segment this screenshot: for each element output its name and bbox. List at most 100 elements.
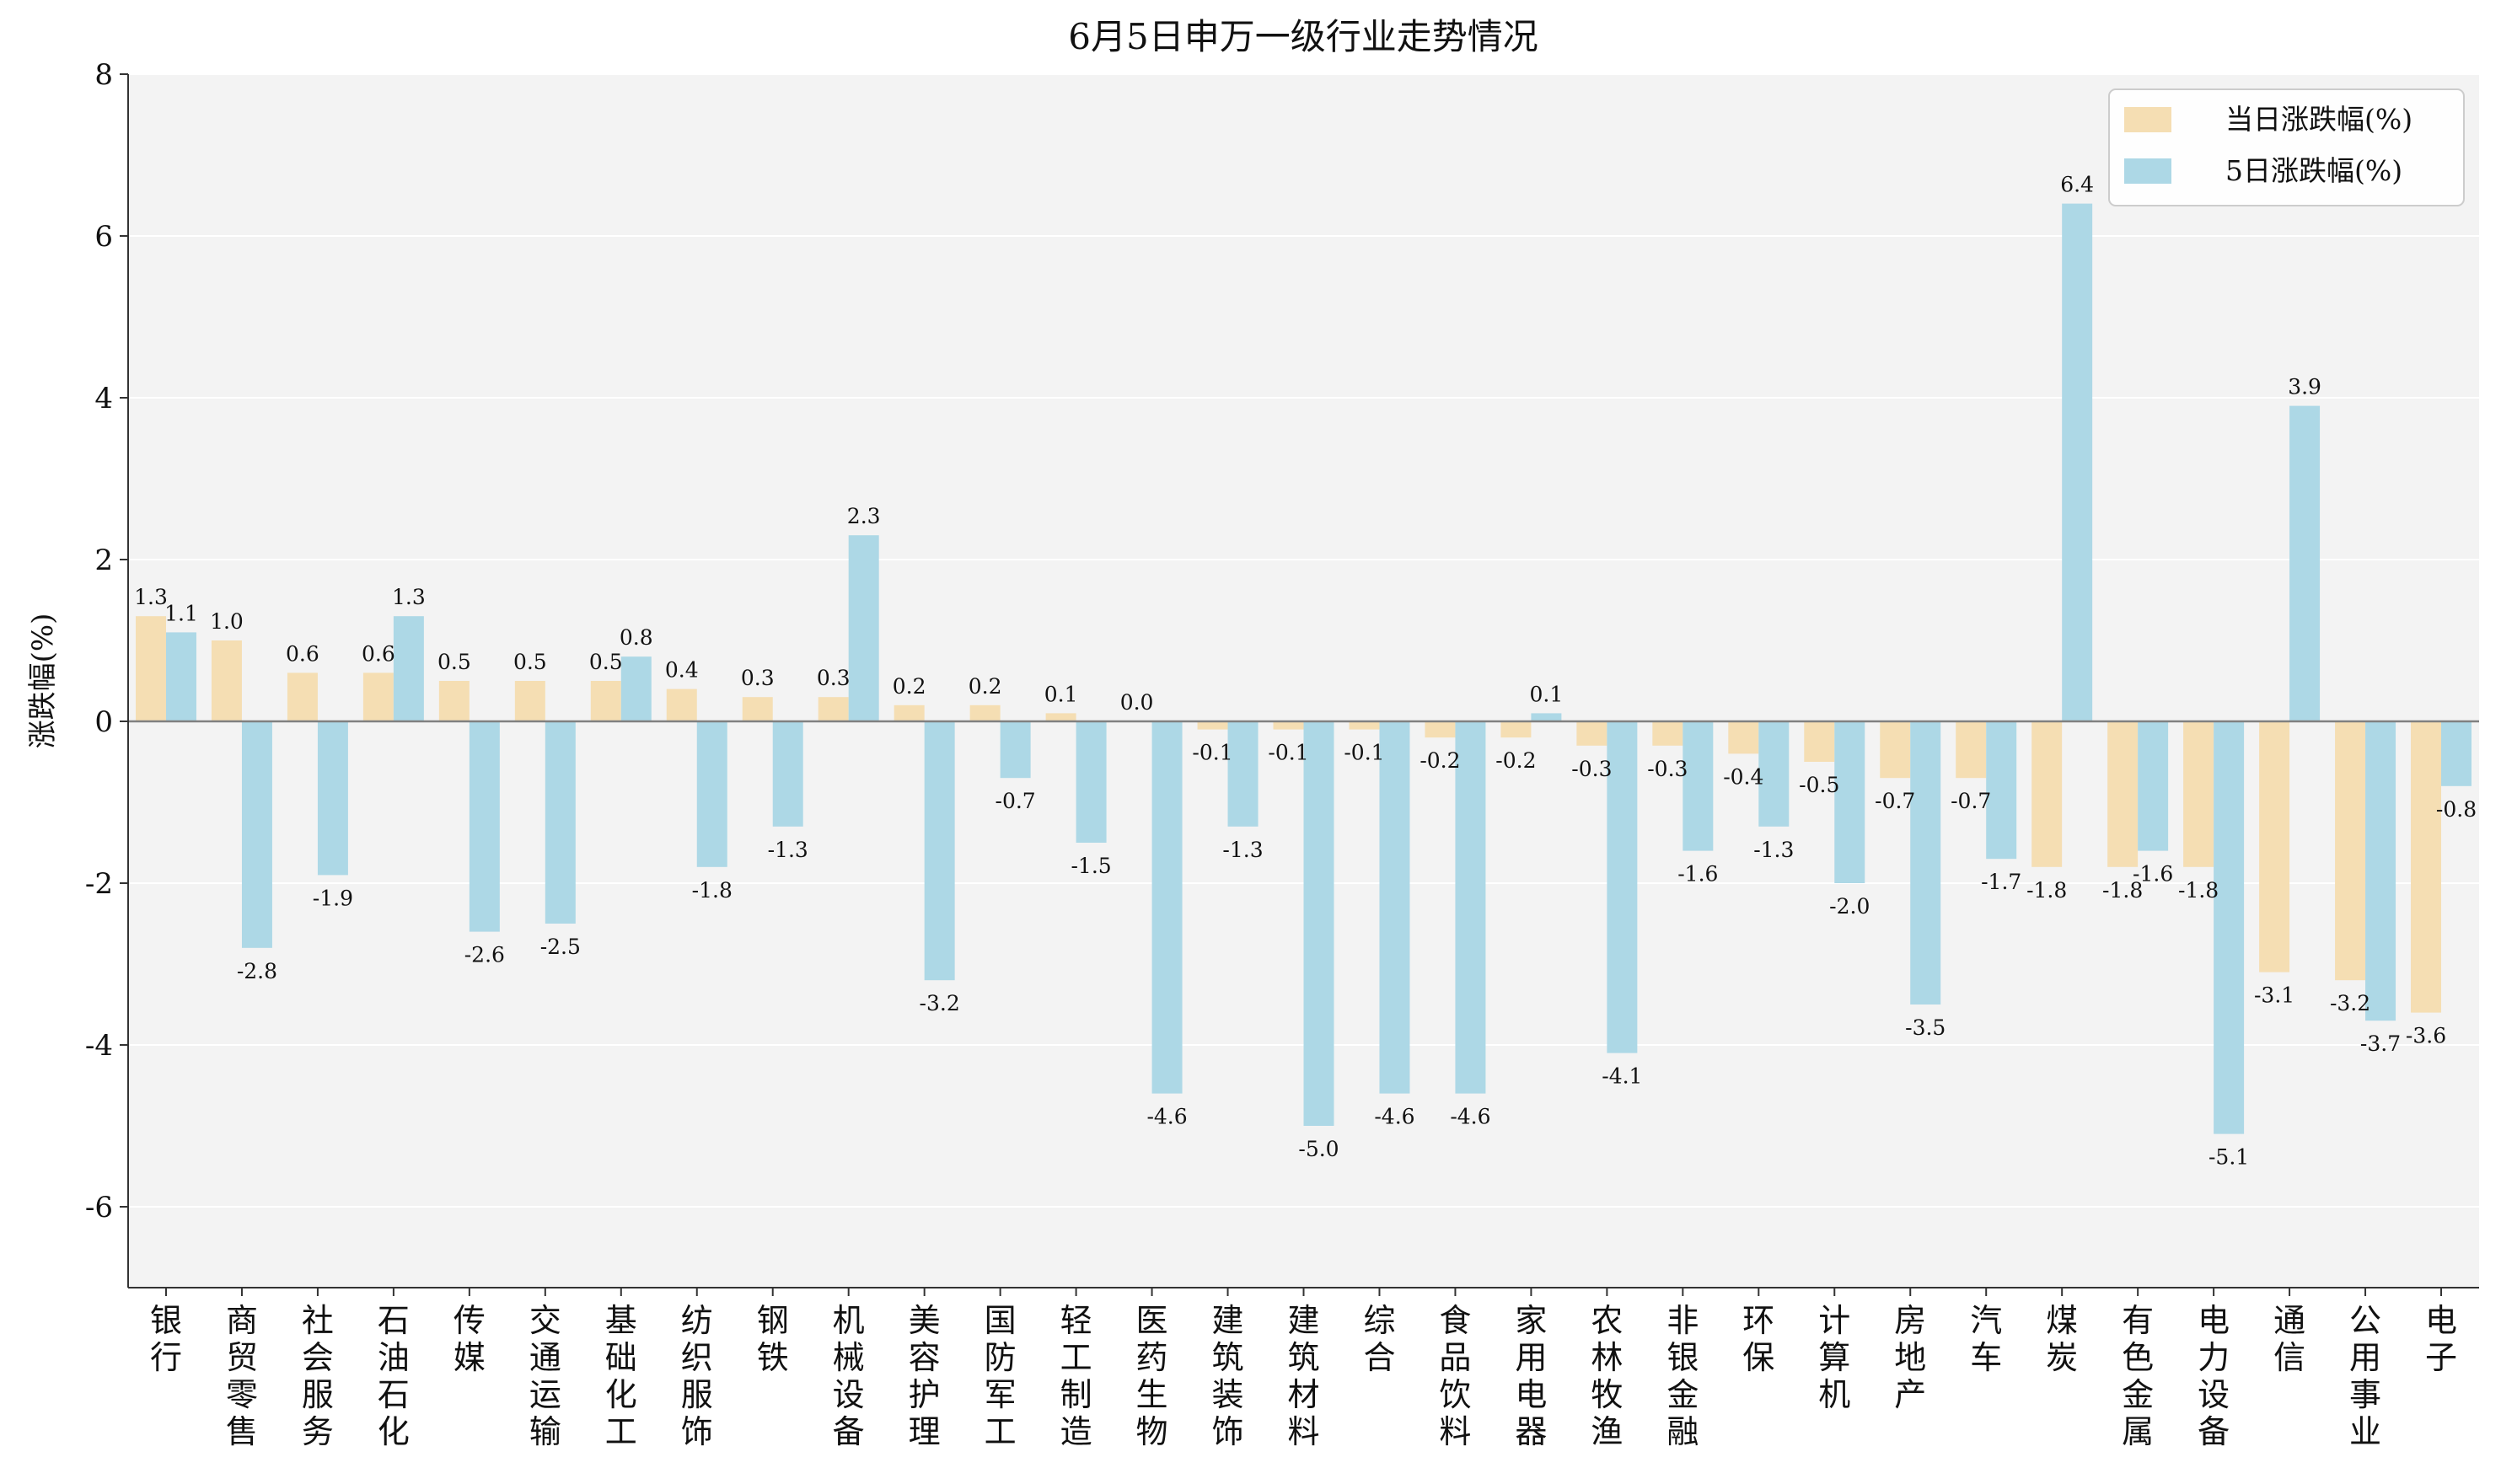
data-label-daily: 0.3 bbox=[817, 666, 851, 690]
data-label-daily: 0.6 bbox=[286, 641, 319, 666]
data-label-daily: -0.7 bbox=[1951, 789, 1991, 813]
bar-5day bbox=[1303, 721, 1334, 1126]
legend-box bbox=[2108, 88, 2465, 206]
x-tick-label: 交通运输 bbox=[529, 1302, 561, 1450]
data-label-5day: -3.7 bbox=[2360, 1031, 2401, 1056]
data-label-5day: -4.6 bbox=[1146, 1105, 1187, 1129]
x-tick-label: 汽车 bbox=[1970, 1302, 2002, 1376]
bar-daily bbox=[1500, 721, 1532, 738]
data-label-daily: -0.3 bbox=[1647, 757, 1688, 781]
data-label-5day: 6.4 bbox=[2060, 173, 2094, 197]
data-label-daily: -0.1 bbox=[1344, 741, 1384, 765]
data-label-daily: 0.6 bbox=[362, 641, 395, 666]
bar-5day bbox=[2289, 405, 2321, 721]
legend-swatch-daily bbox=[2124, 107, 2171, 132]
data-label-daily: -0.7 bbox=[1875, 789, 1915, 813]
bar-5day bbox=[393, 616, 424, 721]
data-label-5day: 0.8 bbox=[620, 625, 653, 650]
bar-daily bbox=[1576, 721, 1607, 746]
x-tick-label: 美容护理 bbox=[909, 1302, 941, 1450]
bar-5day bbox=[1683, 721, 1714, 851]
bar-5day bbox=[469, 721, 500, 932]
bar-5day bbox=[2062, 203, 2093, 722]
bar-5day bbox=[2365, 721, 2396, 1021]
data-label-5day: -2.8 bbox=[237, 959, 277, 983]
bar-daily bbox=[1197, 721, 1228, 730]
data-label-5day: -1.5 bbox=[1071, 854, 1111, 878]
data-label-daily: 0.3 bbox=[741, 666, 775, 690]
bar-daily bbox=[2031, 721, 2063, 867]
x-tick-label: 非银金融 bbox=[1666, 1302, 1699, 1450]
y-tick-label: -6 bbox=[85, 1191, 113, 1224]
data-label-daily: -3.2 bbox=[2330, 991, 2370, 1015]
bar-daily bbox=[742, 697, 773, 721]
x-tick-label: 轻工制造 bbox=[1060, 1302, 1092, 1450]
data-label-5day: -0.8 bbox=[2436, 797, 2477, 822]
bar-5day bbox=[1000, 721, 1031, 779]
data-label-daily: 0.2 bbox=[893, 674, 926, 699]
data-label-5day: -2.5 bbox=[540, 935, 581, 959]
bar-daily bbox=[1349, 721, 1380, 730]
data-label-daily: -0.4 bbox=[1723, 764, 1763, 789]
data-label-5day: -2.6 bbox=[464, 943, 505, 967]
y-tick-label: -2 bbox=[85, 867, 113, 901]
data-label-daily: 0.4 bbox=[665, 658, 699, 683]
data-label-daily: -0.2 bbox=[1495, 748, 1536, 773]
x-tick-label: 钢铁 bbox=[757, 1302, 789, 1376]
data-label-daily: -3.6 bbox=[2406, 1024, 2446, 1048]
data-label-daily: 1.3 bbox=[134, 585, 168, 609]
bar-5day bbox=[1455, 721, 1486, 1094]
data-labels: 1.3 1.0 0.6 0.6 0.5 0.5 0.5 0.4 0.3 0.3 0.2 0.2 0.1 0… bbox=[134, 173, 2477, 1170]
data-label-daily: -0.1 bbox=[1268, 741, 1308, 765]
y-tick-label: 6 bbox=[94, 220, 113, 254]
data-label-5day: 0.1 bbox=[1530, 682, 1564, 706]
bar-5day bbox=[1227, 721, 1259, 827]
y-tick-label: 2 bbox=[94, 544, 113, 577]
bar-daily bbox=[1652, 721, 1683, 746]
data-label-5day: 1.3 bbox=[392, 585, 426, 609]
data-label-5day: -4.6 bbox=[1374, 1105, 1414, 1129]
bar-5day bbox=[2214, 721, 2245, 1134]
bar-5day bbox=[317, 721, 348, 876]
data-label-daily: -3.1 bbox=[2254, 983, 2294, 1008]
bar-5day bbox=[2441, 721, 2472, 786]
bar-daily bbox=[1728, 721, 1759, 754]
data-label-5day: 2.3 bbox=[847, 504, 881, 528]
bar-daily bbox=[287, 672, 318, 721]
data-label-5day: -1.3 bbox=[1753, 838, 1794, 862]
x-tick-label: 食品饮料 bbox=[1439, 1302, 1471, 1450]
x-tick-label: 环保 bbox=[1742, 1302, 1774, 1376]
bar-5day bbox=[1834, 721, 1865, 883]
legend: 当日涨跌幅(%) 5日涨跌幅(%) bbox=[2108, 88, 2465, 206]
bar-daily bbox=[2411, 721, 2442, 1013]
data-label-5day: -2.0 bbox=[1829, 894, 1870, 919]
x-tick-label: 基础化工 bbox=[605, 1302, 637, 1450]
bar-5day bbox=[165, 632, 196, 721]
data-label-daily: -1.8 bbox=[2026, 878, 2067, 903]
bar-daily bbox=[2183, 721, 2214, 867]
x-tick-label: 公用事业 bbox=[2349, 1302, 2381, 1450]
data-label-daily: 0.5 bbox=[589, 650, 623, 674]
data-label-daily: -1.8 bbox=[2178, 878, 2219, 903]
x-tick-label: 计算机 bbox=[1818, 1302, 1850, 1413]
x-tick-label: 家用电器 bbox=[1515, 1302, 1547, 1450]
bar-daily bbox=[1956, 721, 1987, 779]
y-tick-label: 4 bbox=[94, 382, 113, 415]
data-label-daily: -0.3 bbox=[1571, 757, 1612, 781]
bar-5day bbox=[1379, 721, 1410, 1094]
legend-swatch-5day bbox=[2124, 158, 2171, 184]
data-label-5day: -3.5 bbox=[1905, 1015, 1946, 1040]
bar-daily bbox=[135, 616, 166, 721]
y-tick-label: 0 bbox=[94, 705, 113, 739]
bar-daily bbox=[2107, 721, 2139, 867]
data-label-5day: -1.6 bbox=[1677, 862, 1718, 887]
bar-5day bbox=[241, 721, 272, 948]
data-label-daily: 1.0 bbox=[210, 609, 244, 634]
bar-5day bbox=[545, 721, 576, 924]
y-tick-label: -4 bbox=[85, 1029, 113, 1063]
x-tick-label: 农林牧渔 bbox=[1591, 1302, 1623, 1450]
x-tick-label: 综合 bbox=[1363, 1302, 1395, 1376]
bar-5day bbox=[1151, 721, 1183, 1094]
data-label-5day: -4.6 bbox=[1450, 1105, 1490, 1129]
